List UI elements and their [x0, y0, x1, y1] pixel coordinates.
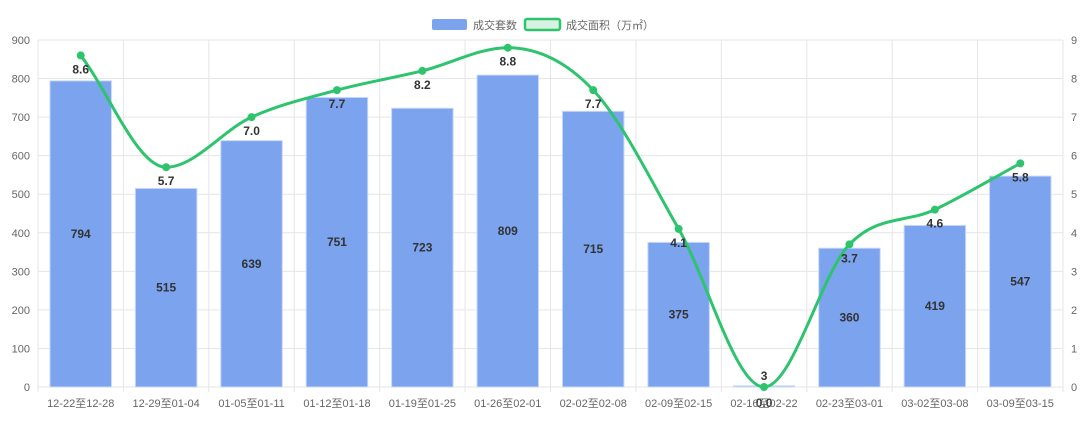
line-value-label: 8.2 — [414, 78, 431, 92]
line-point[interactable] — [589, 86, 598, 95]
y-left-tick-label: 300 — [12, 266, 30, 278]
y-left-tick-label: 700 — [12, 112, 30, 124]
y-right-tick-label: 3 — [1071, 266, 1077, 278]
x-tick-label: 02-23至03-01 — [816, 398, 883, 410]
bar[interactable] — [818, 247, 881, 388]
line-point[interactable] — [674, 224, 683, 233]
x-tick-label: 12-29至01-04 — [132, 398, 199, 410]
bar[interactable] — [561, 110, 625, 388]
line-value-label: 4.6 — [927, 217, 944, 231]
line-point[interactable] — [162, 163, 171, 172]
x-tick-label: 02-09至02-15 — [645, 398, 712, 410]
bar-value-label: 515 — [156, 281, 176, 295]
line-point[interactable] — [332, 86, 341, 95]
bar[interactable] — [989, 175, 1052, 388]
line-value-label: 5.7 — [158, 174, 175, 188]
bar-value-label: 794 — [71, 227, 91, 241]
y-left-tick-label: 800 — [12, 74, 30, 86]
bar-value-label: 375 — [669, 308, 689, 322]
bar-value-label: 419 — [925, 299, 945, 313]
x-tick-label: 03-09至03-15 — [987, 398, 1054, 410]
y-left-tick-label: 100 — [12, 343, 30, 355]
x-tick-label: 01-12至01-18 — [303, 398, 370, 410]
y-left-tick-label: 600 — [12, 151, 30, 163]
line-value-label: 7.7 — [329, 97, 346, 111]
legend-line-label[interactable]: 成交面积（万㎡） — [566, 18, 654, 32]
y-right-tick-label: 6 — [1071, 151, 1077, 163]
bar-value-label: 639 — [242, 257, 262, 271]
x-tick-label: 02-16至02-22 — [730, 398, 797, 410]
line-value-label: 4.1 — [670, 236, 687, 250]
line-point[interactable] — [845, 240, 854, 249]
y-left-tick-label: 900 — [12, 35, 30, 47]
bar[interactable] — [220, 140, 283, 388]
line-point[interactable] — [247, 113, 256, 122]
line-value-label: 8.8 — [499, 55, 516, 69]
y-left-tick-label: 500 — [12, 189, 30, 201]
line-point[interactable] — [503, 43, 512, 52]
bar-value-label: 3 — [761, 369, 768, 383]
y-right-tick-label: 7 — [1071, 112, 1077, 124]
legend-line-swatch[interactable] — [523, 17, 562, 32]
x-tick-label: 02-02至02-08 — [560, 398, 627, 410]
line-value-label: 7.0 — [243, 124, 260, 138]
y-right-tick-label: 4 — [1071, 228, 1077, 240]
y-right-tick-label: 8 — [1071, 74, 1077, 86]
y-right-tick-label: 1 — [1071, 343, 1077, 355]
y-left-tick-label: 0 — [24, 382, 30, 394]
bar[interactable] — [903, 224, 967, 388]
line-point[interactable] — [76, 51, 85, 60]
x-tick-label: 01-05至01-11 — [218, 398, 284, 410]
bar-value-label: 360 — [839, 311, 859, 325]
line-layer — [76, 43, 1025, 391]
line-value-label: 0.0 — [756, 396, 773, 410]
bar[interactable] — [305, 96, 369, 388]
legend-bar-swatch[interactable] — [432, 19, 467, 30]
bar-value-label: 715 — [583, 242, 603, 256]
bar-value-label: 751 — [327, 235, 347, 249]
grid-layer — [37, 39, 1064, 392]
x-tick-label: 12-22至12-28 — [47, 398, 114, 410]
y-left-tick-label: 200 — [12, 305, 30, 317]
bar[interactable] — [391, 107, 454, 388]
legend-bar-label[interactable]: 成交套数 — [473, 18, 517, 32]
line-value-label: 7.7 — [585, 97, 602, 111]
x-tick-label: 03-02至03-08 — [901, 398, 968, 410]
x-tick-label: 01-26至02-01 — [474, 398, 541, 410]
line-value-label: 5.8 — [1012, 170, 1029, 184]
bar-value-label: 809 — [498, 224, 518, 238]
line-value-label: 3.7 — [841, 251, 858, 265]
bar-value-label: 723 — [412, 241, 432, 255]
y-right-tick-label: 2 — [1071, 305, 1077, 317]
y-right-tick-label: 5 — [1071, 189, 1077, 201]
x-tick-label: 01-19至01-25 — [389, 398, 456, 410]
line-point[interactable] — [760, 383, 769, 391]
y-right-tick-label: 9 — [1071, 35, 1077, 47]
axis-layer: 0 100 200 300 400 500 600 700 800 900 0 1 2 3 4 5 6 7 8 9 12… — [12, 35, 1077, 410]
line-point[interactable] — [418, 66, 427, 75]
bar-layer — [49, 74, 1052, 388]
y-left-tick-label: 400 — [12, 228, 30, 240]
label-layer: 794 515 639 751 723 809 715 375 3 360 419 547 8.6 5.7… — [71, 55, 1031, 410]
bar[interactable] — [134, 187, 198, 388]
bar[interactable] — [49, 80, 112, 388]
legend[interactable]: 成交套数 成交面积（万㎡） — [432, 17, 654, 32]
line-point[interactable] — [1016, 159, 1025, 168]
bar[interactable] — [647, 241, 710, 388]
line-value-label: 8.6 — [72, 62, 89, 76]
bar[interactable] — [476, 74, 540, 388]
bar-value-label: 547 — [1010, 275, 1030, 289]
line-point[interactable] — [930, 205, 939, 214]
y-right-tick-label: 0 — [1071, 382, 1077, 394]
